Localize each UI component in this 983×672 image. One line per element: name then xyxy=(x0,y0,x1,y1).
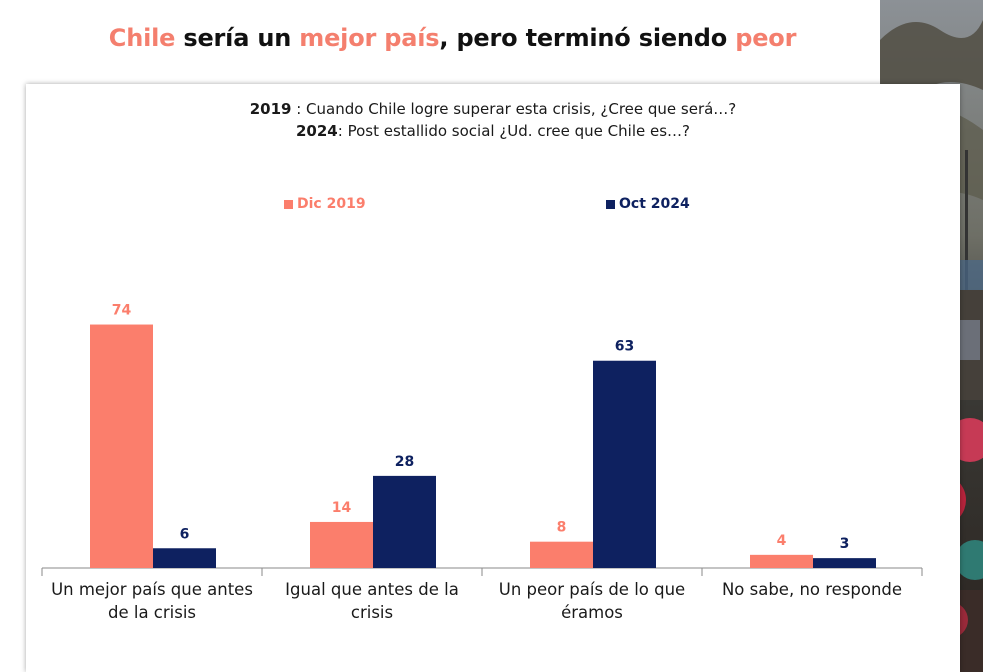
data-label: 3 xyxy=(840,536,850,552)
data-label: 6 xyxy=(180,526,190,542)
bar-chart: 74 6 14 28 8 63 4 3 xyxy=(41,303,923,576)
legend-swatch xyxy=(284,199,293,209)
category-label: Un peor país de lo que éramos xyxy=(498,580,686,622)
data-label: 74 xyxy=(112,303,132,319)
question-text: : Post estallido social ¿Ud. cree que Ch… xyxy=(337,122,690,140)
title-part: mejor país xyxy=(299,24,440,52)
legend-label: Dic 2019 xyxy=(297,196,366,212)
data-label: 14 xyxy=(332,500,352,516)
bar-dic-2019 xyxy=(750,554,813,568)
category-label: No sabe, no responde xyxy=(721,580,903,599)
bar-oct-2024 xyxy=(153,548,216,568)
bar-dic-2019 xyxy=(90,324,153,568)
bar-dic-2019 xyxy=(310,521,373,568)
data-label: 4 xyxy=(777,533,787,549)
bar-oct-2024 xyxy=(373,475,436,568)
bar-oct-2024 xyxy=(813,558,876,568)
question-text: : Cuando Chile logre superar esta crisis… xyxy=(291,100,737,118)
category-label: Igual que antes de la crisis xyxy=(285,580,459,622)
bar-dic-2019 xyxy=(530,541,593,568)
legend-item-oct-2024: Oct 2024 xyxy=(606,196,690,212)
data-label: 63 xyxy=(615,339,634,355)
question-2019: 2019 : Cuando Chile logre superar esta c… xyxy=(26,100,960,118)
category-label: Un mejor país que antes de la crisis xyxy=(51,580,253,622)
question-2024: 2024: Post estallido social ¿Ud. cree qu… xyxy=(26,122,960,140)
title-part: , pero terminó siendo xyxy=(439,24,736,52)
data-label: 28 xyxy=(395,454,414,470)
chart-card: 2019 : Cuando Chile logre superar esta c… xyxy=(26,84,960,672)
legend-swatch xyxy=(606,199,615,209)
legend-item-dic-2019: Dic 2019 xyxy=(284,196,366,212)
page-title: Chile sería un mejor país, pero terminó … xyxy=(0,24,905,52)
title-part: sería un xyxy=(175,24,300,52)
bar-oct-2024 xyxy=(593,360,656,568)
data-label: 8 xyxy=(557,520,567,536)
title-part: peor xyxy=(735,24,797,52)
question-year: 2024 xyxy=(296,122,338,140)
question-year: 2019 xyxy=(249,100,292,118)
legend-label: Oct 2024 xyxy=(619,196,690,212)
title-part: Chile xyxy=(108,24,176,52)
